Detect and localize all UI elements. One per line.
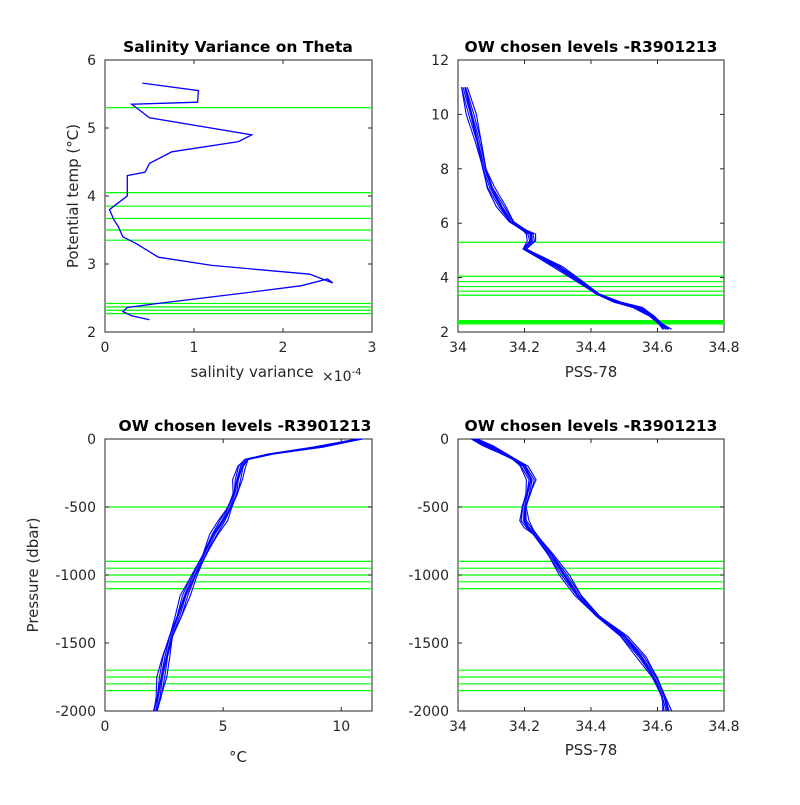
profile-line (472, 438, 667, 712)
y-tick-label: 6 (440, 216, 449, 232)
x-tick-label: 5 (219, 719, 228, 735)
x-tick-label: 0 (101, 719, 110, 735)
y-tick-label: 10 (431, 107, 449, 123)
x-ticks: 0 5 10 (101, 439, 350, 735)
chosen-level-lines (105, 106, 372, 315)
profile-line (460, 87, 665, 330)
x-tick-label: 2 (279, 340, 288, 356)
x-ticks: 34 34.2 34.4 34.6 34.8 (449, 439, 740, 735)
y-tick-label: 5 (87, 121, 96, 137)
panel-theta-salinity: OW chosen levels -R3901213 34 34.2 34.4 34.… (431, 38, 739, 381)
profile-line (466, 87, 672, 330)
y-tick-label: 3 (87, 257, 96, 273)
panel-variance: Salinity Variance on Theta 0 1 2 3 2 3 4 5 6 sa… (64, 38, 376, 385)
chosen-level-lines (458, 506, 724, 692)
x-tick-label: 34.8 (708, 340, 739, 356)
x-tick-label: 34 (449, 719, 467, 735)
x-tick-label: 10 (332, 719, 350, 735)
y-tick-label: 4 (87, 189, 96, 205)
x-tick-label: 0 (101, 340, 110, 356)
y-ticks: 2 3 4 5 6 (87, 53, 372, 341)
y-tick-label: -1000 (408, 568, 449, 584)
series-line (108, 82, 334, 321)
x-exponent-base: ×10 (322, 369, 352, 385)
y-ticks: -2000 -1500 -1000 -500 0 (408, 432, 724, 720)
x-tick-label: 34.4 (575, 719, 606, 735)
y-tick-label: 12 (431, 53, 449, 69)
y-tick-label: -500 (64, 500, 96, 516)
y-tick-label: 2 (87, 325, 96, 341)
data-lines (471, 438, 673, 712)
x-axis-label: °C (229, 748, 247, 766)
profile-line (474, 438, 669, 712)
chart-title: OW chosen levels -R3901213 (465, 417, 718, 435)
y-tick-label: 2 (440, 325, 449, 341)
y-tick-label: 0 (440, 432, 449, 448)
chart-title: Salinity Variance on Theta (123, 38, 353, 56)
chart-title: OW chosen levels -R3901213 (119, 417, 372, 435)
chosen-level-lines (458, 241, 724, 325)
profile-line (460, 87, 664, 330)
x-axis-label: salinity variance (190, 363, 313, 381)
profile-line (464, 87, 668, 330)
x-axis-label: PSS-78 (565, 741, 618, 759)
chart-title: OW chosen levels -R3901213 (465, 38, 718, 56)
x-tick-label: 34 (449, 340, 467, 356)
profile-line (465, 87, 670, 330)
data-lines (108, 82, 334, 321)
y-axis-label: Potential temp (°C) (64, 124, 82, 268)
y-ticks: -2000 -1500 -1000 -500 0 (55, 432, 372, 720)
x-tick-label: 34.2 (509, 340, 540, 356)
y-tick-label: -1500 (408, 636, 449, 652)
panel-pressure-salinity: OW chosen levels -R3901213 34 34.2 34.4 34.… (408, 417, 739, 759)
y-tick-label: 4 (440, 271, 449, 287)
panel-pressure-temp: OW chosen levels -R3901213 0 5 10 -2000 -15… (24, 417, 373, 766)
profile-line (156, 438, 364, 712)
y-tick-label: 0 (87, 432, 96, 448)
y-tick-label: 8 (440, 162, 449, 178)
y-tick-label: -1000 (55, 568, 96, 584)
profile-line (464, 87, 669, 330)
y-axis-label: Pressure (dbar) (24, 518, 42, 633)
data-lines (460, 87, 672, 330)
x-tick-label: 34.8 (708, 719, 739, 735)
y-ticks: 2 4 6 8 10 12 (431, 53, 724, 341)
data-lines (152, 438, 364, 712)
x-ticks: 34 34.2 34.4 34.6 34.8 (449, 60, 740, 356)
profile-line (477, 438, 673, 712)
chosen-level-lines (105, 506, 372, 692)
x-tick-label: 34.2 (509, 719, 540, 735)
x-ticks: 0 1 2 3 (101, 60, 377, 356)
profile-line (462, 87, 667, 330)
x-tick-label: 34.4 (575, 340, 606, 356)
x-tick-label: 1 (190, 340, 199, 356)
y-tick-label: -500 (417, 500, 449, 516)
x-tick-label: 3 (368, 340, 377, 356)
x-tick-label: 34.6 (642, 340, 673, 356)
x-axis-label: PSS-78 (565, 363, 618, 381)
y-tick-label: 6 (87, 53, 96, 69)
y-tick-label: -1500 (55, 636, 96, 652)
plot-frame (104, 59, 373, 333)
x-axis-exponent: ×10-4 (322, 367, 362, 385)
y-tick-label: -2000 (408, 704, 449, 720)
y-tick-label: -2000 (55, 704, 96, 720)
x-tick-label: 34.6 (642, 719, 673, 735)
x-exponent-power: -4 (352, 367, 362, 378)
